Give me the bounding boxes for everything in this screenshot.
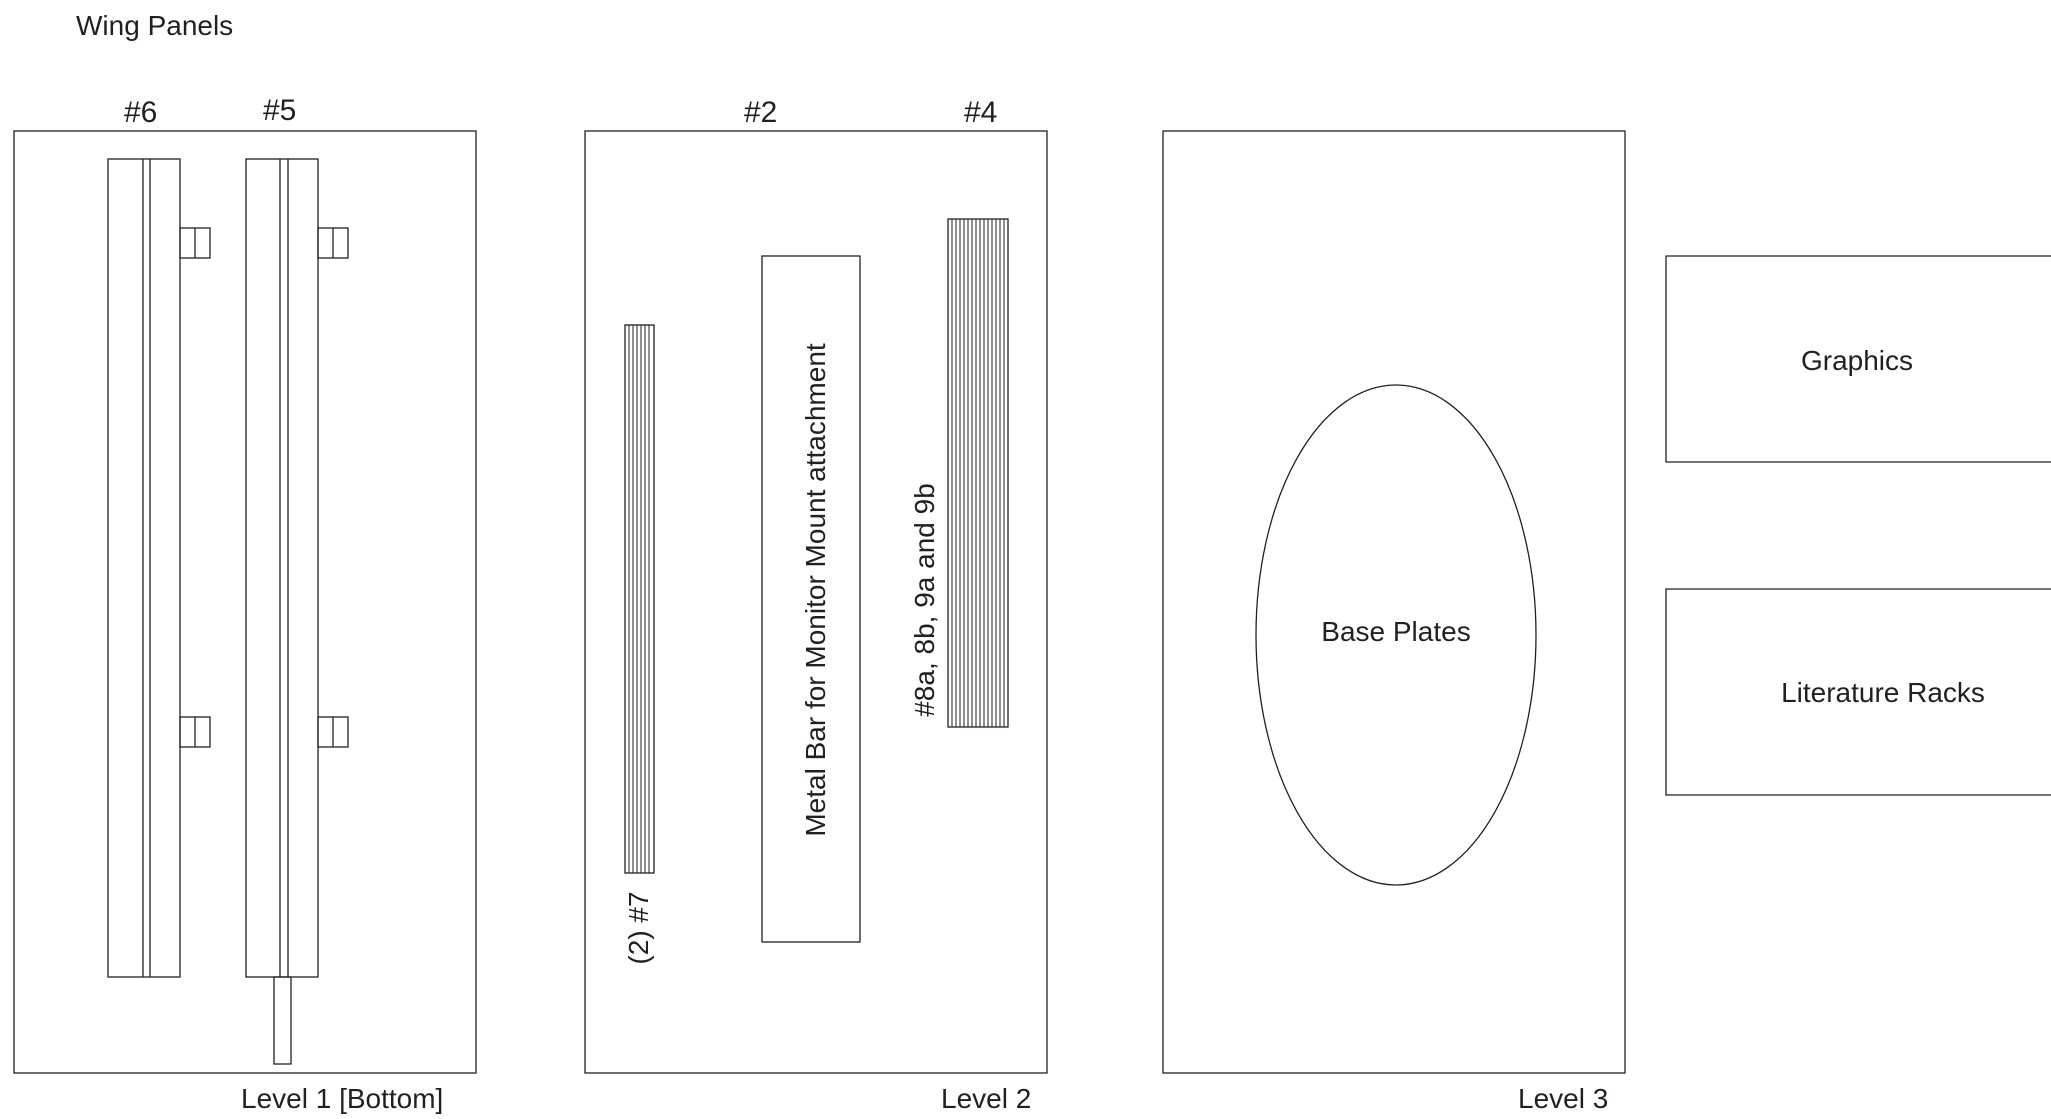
wing-panel-6 [107, 158, 211, 978]
literature-outline [1665, 588, 2051, 796]
part-8-9-label: #8a, 8b, 9a and 9b [909, 483, 940, 717]
literature-label: Literature Racks [1781, 677, 1985, 708]
label-2: #2 [744, 96, 777, 129]
graphics-box: Graphics [1665, 255, 2051, 463]
literature-racks-box: Literature Racks [1665, 588, 2051, 796]
level-2-outline [584, 130, 1048, 1074]
base-plates-label: Base Plates [1321, 616, 1470, 647]
label-5: #5 [263, 94, 296, 127]
level-1-outline [13, 130, 477, 1074]
metal-bar-label: Metal Bar for Monitor Mount attachment [800, 343, 831, 837]
panel-5-stand [273, 976, 292, 1065]
part-8-9-stack [947, 218, 1009, 728]
graphics-label: Graphics [1801, 345, 1913, 376]
base-plates-oval [1255, 384, 1537, 886]
label-4: #4 [964, 96, 997, 129]
diagram-title: Wing Panels [76, 10, 233, 41]
level-3-caption: Level 3 [1518, 1083, 1608, 1114]
level-1-caption: Level 1 [Bottom] [241, 1083, 443, 1114]
part-7-label: (2) #7 [623, 891, 654, 964]
level-2-panel: #2 #4 (2) #7 Metal Bar for Monitor Mount… [584, 96, 1048, 1114]
level-3-panel: Base Plates Level 3 [1162, 130, 1626, 1114]
wing-panel-5 [245, 158, 349, 1065]
label-6: #6 [124, 96, 157, 129]
level-3-outline [1162, 130, 1626, 1074]
level-2-caption: Level 2 [941, 1083, 1031, 1114]
graphics-outline [1665, 255, 2051, 463]
part-7-stack [624, 324, 655, 874]
metal-bar-box [761, 255, 861, 943]
level-1-panel: #6 #5 Level 1 [Bottom] [13, 94, 477, 1114]
